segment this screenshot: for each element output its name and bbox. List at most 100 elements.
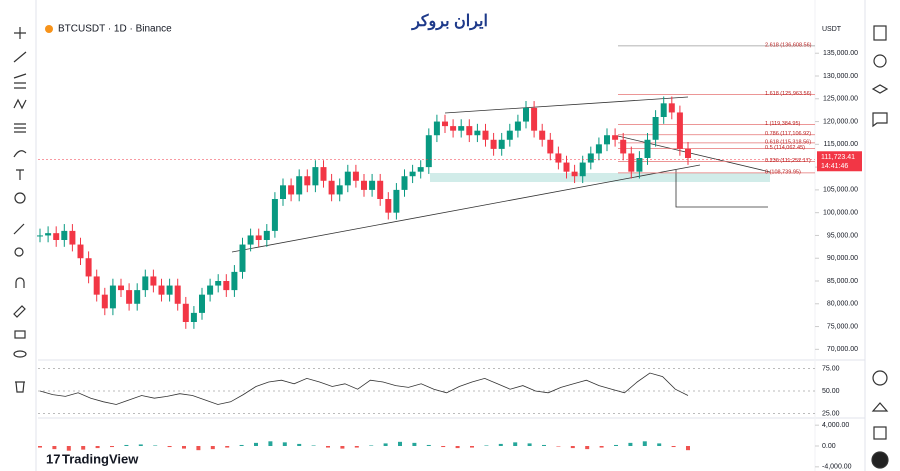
candle (182, 303, 189, 322)
rsi-line (39, 372, 689, 405)
fib-label: 2.618 (136,608.56) (765, 42, 812, 48)
macd-bar (657, 443, 662, 446)
trend-lines (231, 96, 771, 253)
candle (523, 107, 529, 122)
fib-label: 0.618 (115,318.56) (765, 139, 811, 145)
candle (207, 285, 214, 295)
candle (190, 312, 197, 322)
macd-label: -4,000.00 (822, 464, 852, 471)
candle (385, 199, 392, 213)
macd-bar (556, 446, 561, 447)
candle (288, 185, 295, 195)
candle (676, 112, 683, 149)
candle (101, 294, 108, 309)
candle (474, 130, 481, 136)
candle (231, 271, 238, 291)
candle (433, 121, 440, 136)
candle (620, 139, 627, 154)
candle (547, 139, 554, 154)
candle (369, 180, 376, 190)
macd-bar (66, 446, 71, 451)
price-label: 70,000.00 (827, 346, 858, 353)
candle (150, 276, 157, 286)
fib-label: 0 (108,739.95) (765, 169, 801, 175)
candle (61, 230, 68, 240)
candle (312, 167, 319, 186)
macd-bar (167, 446, 172, 448)
fib-label: 0.786 (117,106.92) (765, 131, 811, 137)
candle (685, 148, 691, 158)
candle (401, 176, 408, 190)
macd-label: 4,000.00 (822, 422, 849, 429)
macd-bar (628, 442, 633, 446)
fib-label: 1 (119,384.95) (765, 121, 801, 127)
candle (612, 135, 619, 140)
candle (53, 233, 60, 240)
candle (93, 276, 100, 295)
candle (255, 235, 262, 240)
candle (118, 285, 124, 291)
macd-bar (614, 444, 618, 446)
macd-bar (455, 446, 460, 449)
candle (296, 176, 303, 195)
candle (223, 281, 230, 291)
currency[interactable]: USDT (822, 26, 842, 33)
candle (377, 180, 384, 199)
fib-label: 0.236 (111,252.17) (765, 158, 811, 164)
candle (280, 185, 286, 199)
logo: ایران بروکر (411, 13, 488, 31)
candle (69, 230, 76, 245)
macd-bar (398, 441, 402, 446)
macd-bar (138, 444, 143, 446)
macd-bar (196, 446, 201, 451)
macd-bar (570, 446, 575, 449)
candle (450, 126, 457, 131)
candle (587, 153, 594, 163)
candle (555, 153, 562, 163)
candle (352, 171, 359, 181)
symbol[interactable]: BTCUSDT · 1D · Binance (58, 24, 172, 35)
macd-bar (239, 444, 244, 446)
macd-bar (585, 446, 590, 450)
candle (304, 176, 311, 186)
candle (579, 162, 586, 177)
macd-bar (354, 446, 359, 448)
coin-icon (45, 25, 53, 33)
candle (604, 135, 610, 145)
tool-icons[interactable] (13, 27, 27, 393)
candle (344, 171, 351, 186)
macd-bar (52, 446, 57, 450)
candle (409, 171, 416, 177)
brand: TradingView (62, 451, 139, 466)
candle (660, 103, 667, 117)
price-label: 95,000.00 (827, 232, 858, 239)
candle (490, 139, 497, 149)
macd-bar (599, 446, 604, 448)
macd-bar (124, 444, 129, 446)
right-icons[interactable] (871, 25, 889, 469)
candle (37, 235, 43, 237)
candle (361, 180, 367, 190)
left-toolbar (0, 0, 36, 471)
candle (425, 135, 432, 168)
candle (271, 199, 278, 231)
candle (109, 285, 116, 309)
price-label: 105,000.00 (823, 187, 858, 194)
candle (158, 285, 165, 295)
price-label: 80,000.00 (827, 301, 858, 308)
macd-bar (642, 441, 647, 446)
candle (134, 290, 141, 304)
macd-bar (542, 444, 546, 446)
candle (174, 285, 181, 304)
candle (247, 235, 254, 245)
macd-bar (441, 446, 446, 448)
macd-bar (110, 446, 114, 448)
candle (482, 130, 489, 140)
brand-mark: 17 (46, 451, 60, 466)
price-label: 90,000.00 (827, 255, 858, 262)
candle (458, 126, 465, 131)
price-label: 115,000.00 (823, 141, 858, 148)
candle (417, 167, 424, 172)
macd-bar (527, 443, 532, 446)
macd-bar (153, 445, 158, 446)
